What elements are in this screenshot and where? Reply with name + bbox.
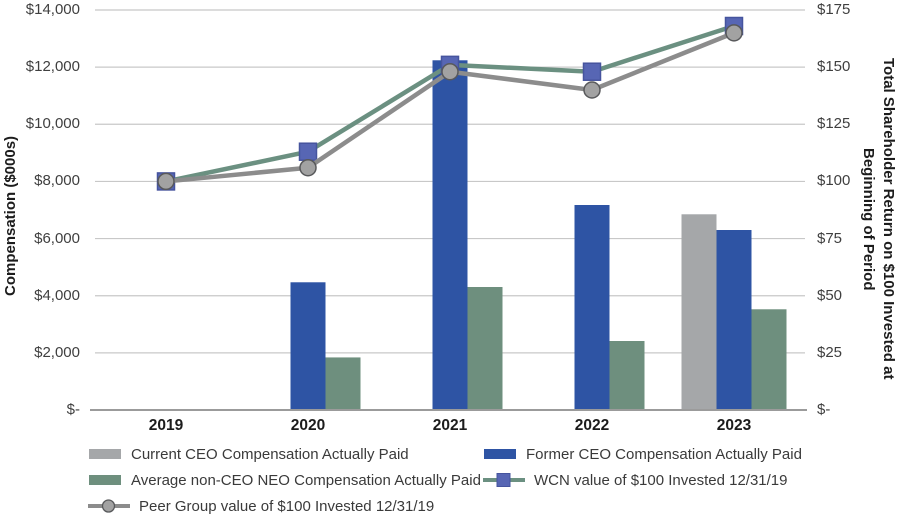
legend-label: Average non-CEO NEO Compensation Actuall… <box>131 471 481 489</box>
legend-item: Former CEO Compensation Actually Paid <box>483 445 802 463</box>
right-axis-tick-label: $150 <box>817 58 851 76</box>
left-axis-tick-label: $- <box>66 401 80 418</box>
marker-peer-2022 <box>583 81 601 99</box>
bar-average-non-ceo-2022 <box>609 341 645 410</box>
left-axis-tick-label: $6,000 <box>34 229 80 247</box>
legend-item: Current CEO Compensation Actually Paid <box>88 445 409 463</box>
x-axis-label-2019: 2019 <box>148 417 184 434</box>
marker-peer-2023 <box>725 24 743 42</box>
legend-line-swatch <box>483 473 525 487</box>
legend-label: WCN value of $100 Invested 12/31/19 <box>534 471 788 489</box>
marker-peer-2020 <box>299 158 317 177</box>
legend-line-swatch <box>88 499 130 513</box>
legend-item: Peer Group value of $100 Invested 12/31/… <box>88 497 434 515</box>
left-axis-tick-label: $14,000 <box>25 1 80 18</box>
right-axis-tick-label: $75 <box>817 229 843 247</box>
left-axis-tick-label: $10,000 <box>25 115 80 133</box>
legend-bar-swatch <box>89 475 121 485</box>
bar-former-ceo-2023 <box>716 230 752 410</box>
right-axis-tick-label: $100 <box>817 172 851 190</box>
x-axis-label-2021: 2021 <box>432 417 468 434</box>
bar-former-ceo-2020 <box>290 282 326 410</box>
right-axis-tick-label: $50 <box>817 286 843 304</box>
legend-bar-swatch <box>484 449 516 459</box>
marker-peer-2019 <box>157 172 175 191</box>
right-axis-title: Total Shareholder Return on $100 Investe… <box>858 0 898 438</box>
right-axis-title-line1: Total Shareholder Return on $100 Investe… <box>880 58 897 380</box>
bar-average-non-ceo-2021 <box>467 287 503 410</box>
left-axis-tick-label: $8,000 <box>34 172 80 190</box>
legend-label: Peer Group value of $100 Invested 12/31/… <box>139 497 435 515</box>
legend-label: Former CEO Compensation Actually Paid <box>526 445 802 463</box>
left-axis-tick-label: $4,000 <box>34 286 80 304</box>
legend-item: Average non-CEO NEO Compensation Actuall… <box>88 471 481 489</box>
right-axis-title-line2: Beginning of Period <box>860 147 877 291</box>
legend-bar-swatch <box>89 449 121 459</box>
marker-wcn-2022 <box>582 62 602 81</box>
legend-label: Current CEO Compensation Actually Paid <box>131 445 409 463</box>
marker-peer-2021 <box>441 62 459 81</box>
plot-area <box>90 9 807 411</box>
bar-average-non-ceo-2020 <box>325 357 361 410</box>
x-axis-label-2023: 2023 <box>716 417 752 434</box>
right-axis-tick-label: $- <box>817 401 831 418</box>
bar-former-ceo-2021 <box>432 60 468 411</box>
legend-item: WCN value of $100 Invested 12/31/19 <box>483 471 788 489</box>
x-axis-label-2020: 2020 <box>290 417 326 434</box>
right-axis-tick-label: $175 <box>817 1 851 18</box>
bar-former-ceo-2022 <box>574 205 610 410</box>
marker-wcn-2020 <box>298 142 318 161</box>
x-axis-label-2022: 2022 <box>574 417 610 434</box>
right-axis-tick-label: $25 <box>817 343 843 361</box>
left-axis-tick-label: $2,000 <box>34 343 80 361</box>
bar-current-ceo-2023 <box>681 214 717 410</box>
right-axis-tick-label: $125 <box>817 115 851 133</box>
bar-average-non-ceo-2023 <box>751 309 787 410</box>
left-axis-tick-label: $12,000 <box>25 58 80 76</box>
